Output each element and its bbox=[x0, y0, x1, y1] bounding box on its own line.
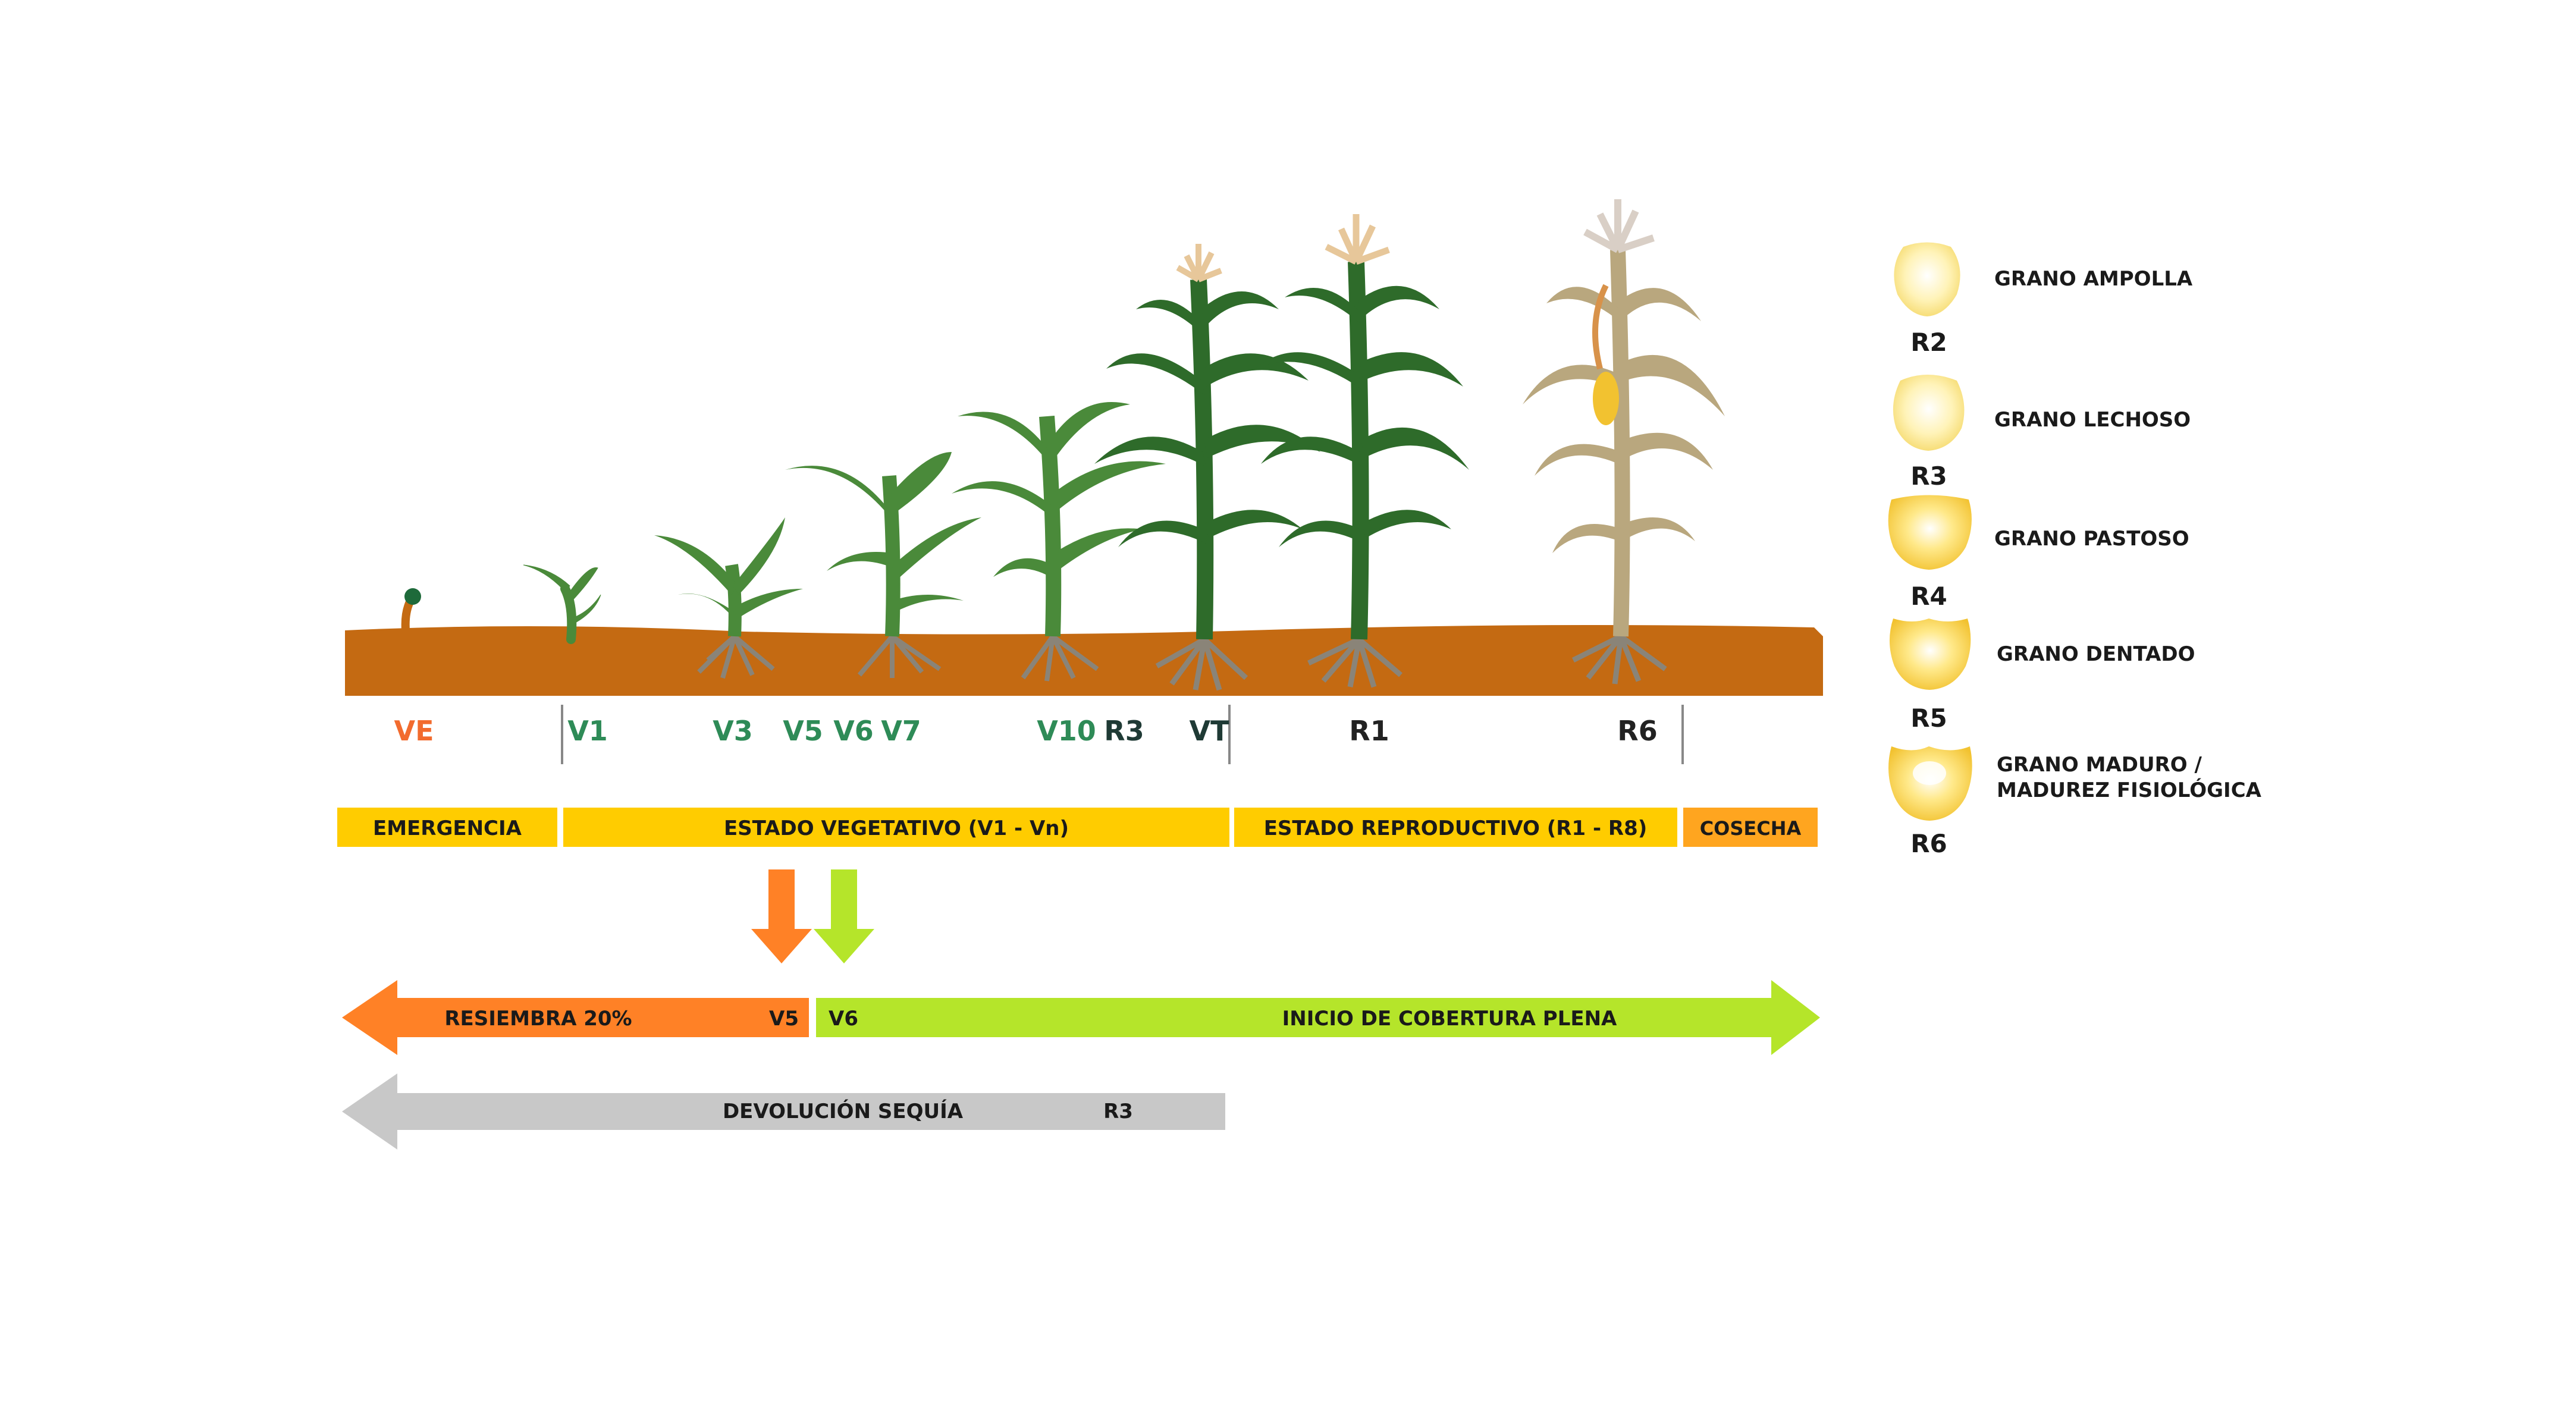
stage-r3: R3 bbox=[1104, 715, 1144, 747]
plant-v1 bbox=[523, 564, 601, 644]
phase-cosecha-label: COSECHA bbox=[1700, 817, 1802, 840]
stage-v6: V6 bbox=[833, 715, 874, 747]
plant-v3 bbox=[654, 517, 803, 679]
kernel-r3-icon bbox=[1893, 375, 1965, 451]
kernel-legend: GRANO AMPOLLA R2 GRANO LECHOSO R3 GRANO … bbox=[1888, 242, 2262, 858]
stage-v3: V3 bbox=[713, 715, 753, 747]
stage-vt: VT bbox=[1190, 715, 1230, 747]
phase-emergencia bbox=[337, 808, 557, 847]
down-arrow-lime bbox=[814, 869, 874, 963]
kernel-r2-code: R2 bbox=[1910, 328, 1947, 357]
kernel-r2-icon bbox=[1894, 242, 1960, 316]
kernel-r5-icon bbox=[1889, 618, 1971, 690]
plant-vt bbox=[1094, 244, 1320, 691]
kernel-r2-name: GRANO AMPOLLA bbox=[1994, 267, 2193, 291]
kernel-r6-name: GRANO MADURO / bbox=[1997, 753, 2202, 777]
stage-v5: V5 bbox=[783, 715, 823, 747]
arrow-sequia bbox=[342, 1073, 1225, 1150]
kernel-r6-code: R6 bbox=[1910, 829, 1947, 858]
stage-r6: R6 bbox=[1617, 715, 1657, 747]
phase-vegetativo bbox=[563, 808, 1229, 847]
stage-v1: V1 bbox=[567, 715, 608, 747]
stage-v10: V10 bbox=[1037, 715, 1096, 747]
down-arrow-orange bbox=[751, 869, 812, 963]
kernel-r5-name: GRANO DENTADO bbox=[1997, 642, 2195, 666]
plant-v5 bbox=[785, 452, 981, 678]
sequia-label: DEVOLUCIÓN SEQUÍA bbox=[723, 1099, 964, 1123]
kernel-r5-code: R5 bbox=[1910, 704, 1947, 733]
kernel-r3-code: R3 bbox=[1910, 461, 1947, 491]
cobertura-start-label: V6 bbox=[829, 1007, 858, 1031]
phase-cosecha bbox=[1683, 808, 1818, 847]
cobertura-label: INICIO DE COBERTURA PLENA bbox=[1282, 1007, 1617, 1031]
plant-r6 bbox=[1523, 199, 1725, 685]
resiembra-label: RESIEMBRA 20% bbox=[444, 1007, 632, 1031]
stage-r1: R1 bbox=[1349, 715, 1389, 747]
phase-reproductivo-label: ESTADO REPRODUCTIVO (R1 - R8) bbox=[1264, 817, 1648, 840]
plant-ve bbox=[401, 588, 421, 631]
kernel-r4-name: GRANO PASTOSO bbox=[1994, 527, 2189, 551]
phase-reproductivo bbox=[1234, 808, 1677, 847]
kernel-r3-name: GRANO LECHOSO bbox=[1994, 408, 2191, 432]
plant-r1 bbox=[1255, 214, 1469, 688]
sequia-end-label: R3 bbox=[1103, 1100, 1133, 1123]
stage-ve: VE bbox=[394, 715, 434, 747]
plant-v10 bbox=[952, 402, 1166, 682]
arrow-resiembra bbox=[342, 980, 809, 1055]
phase-vegetativo-label: ESTADO VEGETATIVO (V1 - Vn) bbox=[724, 817, 1069, 840]
kernel-r6-name-line2: MADUREZ FISIOLÓGICA bbox=[1997, 778, 2262, 802]
kernel-r4-icon bbox=[1888, 495, 1972, 570]
phase-emergencia-label: EMERGENCIA bbox=[373, 817, 522, 840]
stage-v7: V7 bbox=[881, 715, 921, 747]
kernel-r4-code: R4 bbox=[1910, 582, 1947, 611]
resiembra-end-label: V5 bbox=[769, 1007, 799, 1031]
arrow-cobertura bbox=[816, 980, 1820, 1055]
